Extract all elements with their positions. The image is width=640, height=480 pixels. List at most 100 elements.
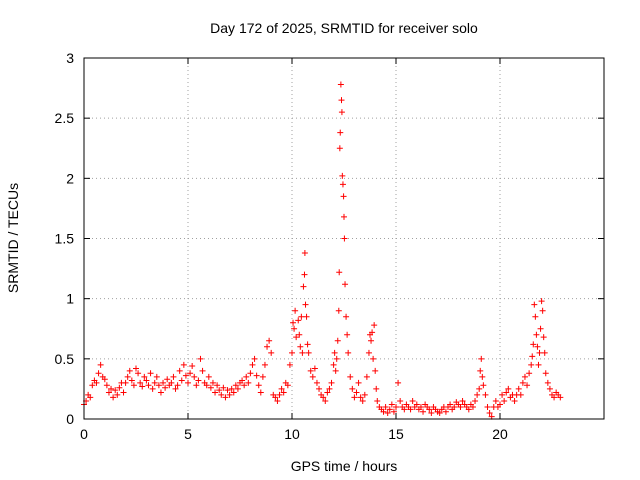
y-tick-label: 2 bbox=[66, 170, 74, 186]
data-point bbox=[245, 379, 252, 386]
data-point bbox=[351, 394, 358, 401]
data-point bbox=[170, 373, 177, 380]
data-point bbox=[124, 373, 131, 380]
data-point bbox=[101, 376, 108, 383]
data-point bbox=[347, 373, 354, 380]
data-point bbox=[253, 372, 260, 379]
data-point bbox=[284, 382, 291, 389]
data-point bbox=[428, 409, 435, 416]
data-point bbox=[409, 397, 416, 404]
data-point bbox=[320, 394, 327, 401]
data-point bbox=[149, 385, 156, 392]
data-point bbox=[261, 361, 268, 368]
data-point bbox=[130, 382, 137, 389]
data-point bbox=[195, 377, 202, 384]
data-point bbox=[503, 389, 510, 396]
data-point bbox=[335, 307, 342, 314]
data-point bbox=[176, 367, 183, 374]
data-point bbox=[342, 281, 349, 288]
data-point bbox=[370, 355, 377, 362]
data-point bbox=[191, 373, 198, 380]
data-point bbox=[341, 213, 347, 220]
data-point bbox=[397, 397, 404, 404]
data-point bbox=[341, 235, 348, 242]
data-point bbox=[345, 349, 352, 356]
data-point bbox=[420, 408, 427, 415]
data-point bbox=[478, 355, 485, 362]
data-point bbox=[497, 401, 503, 408]
y-tick-label: 2.5 bbox=[55, 110, 75, 126]
data-point bbox=[274, 397, 281, 404]
data-point bbox=[151, 379, 158, 386]
data-point bbox=[230, 389, 237, 396]
data-point bbox=[122, 379, 129, 386]
data-point bbox=[293, 334, 300, 341]
data-point bbox=[135, 370, 142, 377]
data-point bbox=[517, 391, 524, 398]
data-point bbox=[289, 349, 295, 356]
data-point bbox=[336, 145, 343, 152]
data-point bbox=[544, 379, 551, 386]
x-tick-label: 5 bbox=[184, 426, 192, 442]
data-point bbox=[220, 384, 227, 391]
data-point bbox=[286, 361, 293, 368]
data-point bbox=[474, 391, 481, 398]
data-point bbox=[395, 379, 402, 386]
data-point bbox=[546, 385, 553, 392]
data-point bbox=[145, 382, 152, 389]
data-point bbox=[290, 319, 297, 326]
data-point bbox=[442, 408, 449, 415]
chart-title: Day 172 of 2025, SRMTID for receiver sol… bbox=[210, 20, 478, 36]
data-point bbox=[214, 382, 221, 389]
data-point bbox=[259, 373, 266, 380]
data-point bbox=[302, 301, 309, 308]
data-point bbox=[243, 373, 250, 380]
data-point bbox=[292, 307, 299, 314]
data-point bbox=[479, 373, 486, 380]
data-point bbox=[139, 383, 146, 390]
data-point bbox=[530, 341, 537, 348]
data-point bbox=[324, 389, 331, 396]
data-point bbox=[207, 384, 214, 391]
data-point bbox=[305, 349, 312, 356]
data-point bbox=[120, 389, 127, 396]
data-point bbox=[505, 385, 512, 392]
data-point bbox=[536, 349, 543, 356]
y-tick-label: 1.5 bbox=[55, 231, 75, 247]
data-point bbox=[524, 382, 531, 389]
data-point bbox=[539, 307, 546, 314]
data-point bbox=[197, 355, 204, 362]
data-point bbox=[110, 394, 117, 401]
data-point bbox=[280, 389, 287, 396]
data-point bbox=[212, 389, 219, 396]
data-point bbox=[480, 382, 487, 389]
data-point bbox=[472, 397, 479, 404]
data-point bbox=[337, 129, 344, 136]
data-point bbox=[326, 385, 333, 392]
data-point bbox=[299, 349, 306, 356]
data-point bbox=[93, 379, 100, 386]
data-point bbox=[268, 349, 275, 356]
data-point bbox=[300, 283, 307, 290]
data-point bbox=[264, 343, 271, 350]
data-point bbox=[185, 379, 191, 386]
data-point bbox=[168, 379, 175, 386]
data-point bbox=[365, 349, 372, 356]
data-point bbox=[369, 329, 376, 336]
data-point bbox=[535, 361, 542, 368]
data-point bbox=[384, 409, 391, 416]
data-point bbox=[295, 317, 302, 324]
data-point bbox=[141, 373, 148, 380]
data-point bbox=[332, 367, 339, 374]
data-point bbox=[451, 403, 458, 410]
data-point bbox=[133, 365, 139, 372]
data-point bbox=[174, 382, 181, 389]
data-point bbox=[303, 313, 310, 320]
data-point bbox=[255, 382, 262, 389]
y-tick-label: 1 bbox=[66, 291, 74, 307]
data-point bbox=[203, 382, 210, 389]
data-point bbox=[108, 385, 115, 392]
data-point bbox=[189, 363, 196, 370]
data-point bbox=[164, 376, 171, 383]
